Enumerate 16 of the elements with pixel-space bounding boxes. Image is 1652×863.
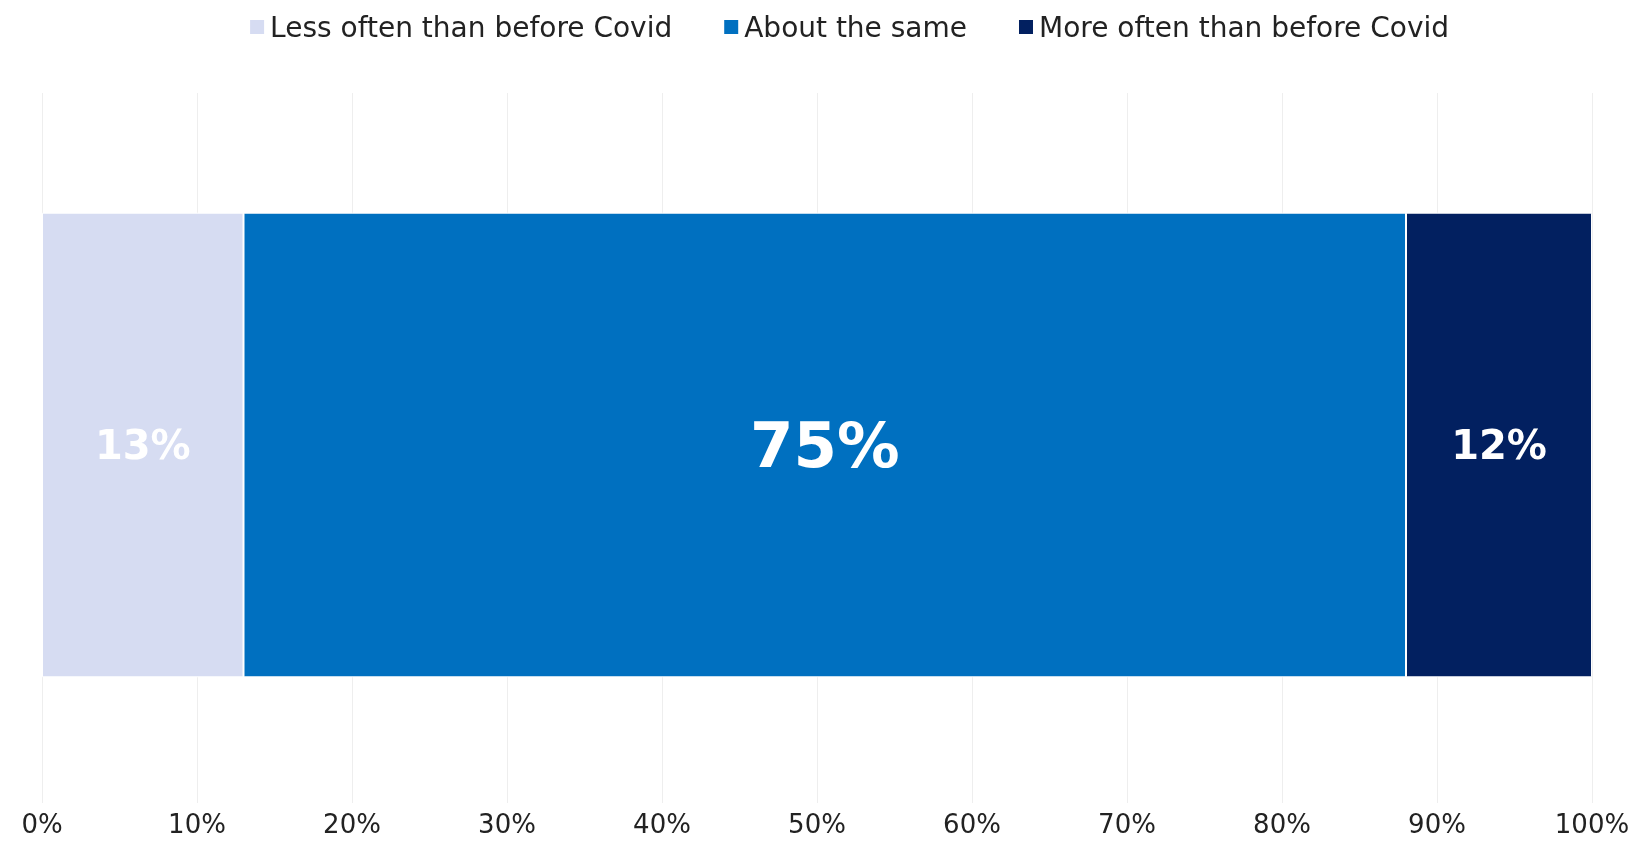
x-tick-label: 50% [788,809,846,839]
x-tick-label: 20% [323,809,381,839]
x-tick-label: 0% [21,809,63,839]
x-tick-label: 40% [633,809,691,839]
x-tick-label: 80% [1253,809,1311,839]
x-tick-label: 10% [168,809,226,839]
legend-label: More often than before Covid [1038,10,1450,44]
legend-label: About the same [744,10,968,44]
x-tick-label: 60% [943,809,1001,839]
x-tick-label: 90% [1408,809,1466,839]
data-label: 12% [1451,422,1547,468]
x-tick-label: 30% [478,809,536,839]
x-tick-label: 70% [1098,809,1156,839]
x-tick-label: 100% [1554,809,1630,839]
data-label: 75% [749,408,900,482]
legend-label: Less often than before Covid [270,10,673,44]
